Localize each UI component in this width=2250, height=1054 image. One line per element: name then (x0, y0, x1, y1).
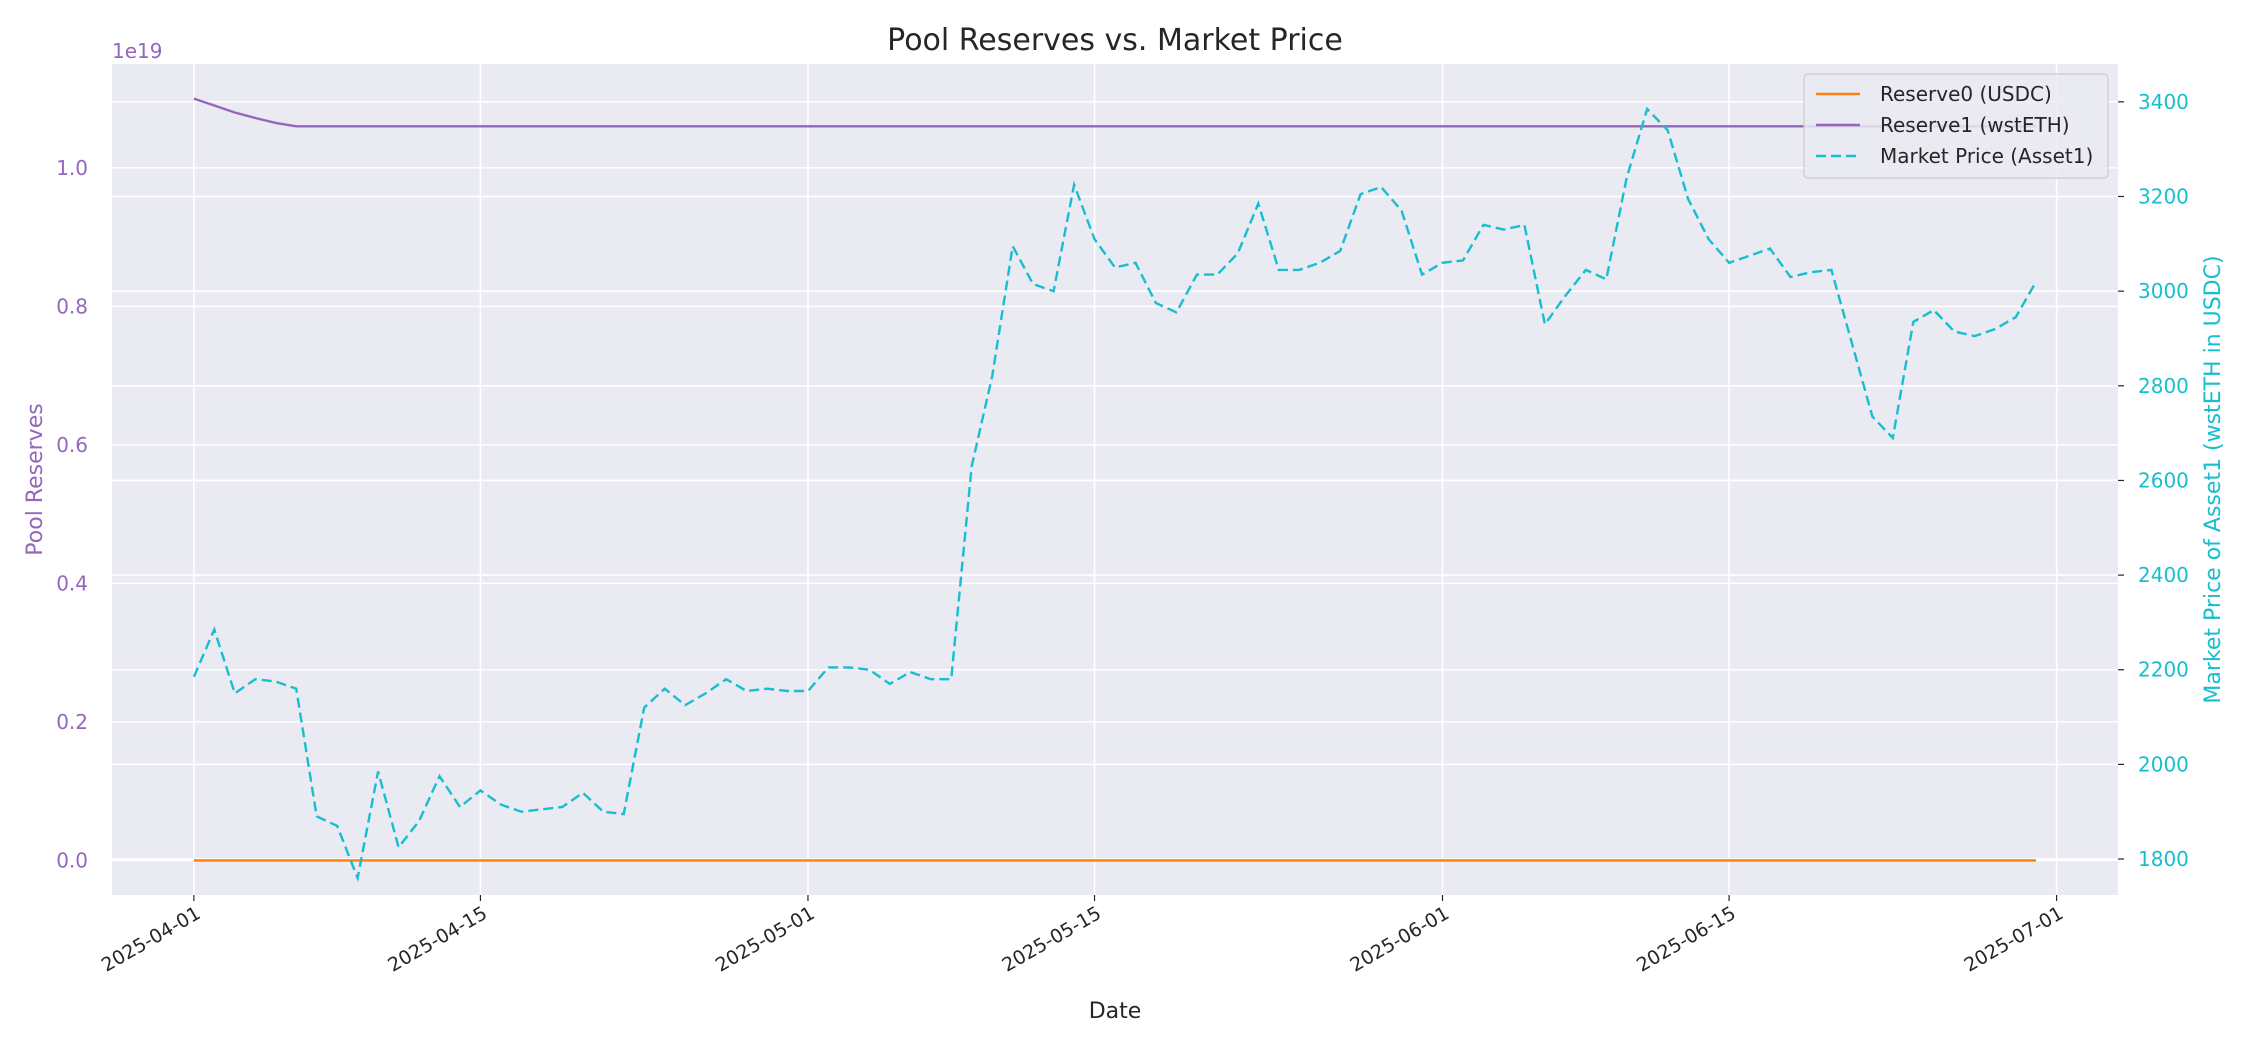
right-y-tick-label: 2800 (2138, 374, 2189, 398)
right-y-tick-label: 2400 (2138, 563, 2189, 587)
right-y-axis-ticks: 1800 2000 2200 2400 2600 2800 3000 3200 3400 (2118, 90, 2189, 871)
legend-frame (1803, 73, 2109, 179)
right-y-tick-label: 3400 (2138, 90, 2189, 114)
right-y-tick-label: 2000 (2138, 752, 2189, 776)
left-y-tick-label: 0.2 (56, 710, 88, 734)
right-y-tick-label: 1800 (2138, 847, 2189, 871)
legend-label: Reserve1 (wstETH) (1880, 113, 2070, 137)
chart-title: Pool Reserves vs. Market Price (887, 23, 1343, 58)
x-tick-label: 2025-04-15 (384, 902, 491, 976)
left-y-tick-label: 1.0 (56, 156, 88, 180)
series-line-3 (192, 106, 2038, 883)
series-line-2 (193, 97, 2037, 128)
series-lines (192, 97, 2038, 883)
x-axis-label: Date (1089, 999, 1142, 1024)
x-tick-label: 2025-05-15 (998, 902, 1105, 976)
x-tick-label: 2025-05-01 (712, 902, 819, 976)
right-y-axis-label: Market Price of Asset1 (wstETH in USDC) (2201, 255, 2226, 703)
left-y-axis-label: Pool Reserves (23, 403, 48, 555)
left-y-tick-label: 0.6 (56, 433, 88, 457)
x-axis-ticks: 2025-04-01 2025-04-15 2025-05-01 2025-05-15… (98, 895, 2067, 977)
right-y-tick-label: 2200 (2138, 658, 2189, 682)
right-y-tick-label: 3000 (2138, 279, 2189, 303)
x-tick-label: 2025-06-01 (1346, 902, 1453, 976)
left-axis-offset-text: 1e19 (112, 39, 162, 63)
right-y-tick-label: 3200 (2138, 185, 2189, 209)
plot-area (112, 64, 2118, 895)
left-y-axis-ticks: 0.0 0.2 0.4 0.6 0.8 1.0 (56, 156, 88, 873)
legend-label: Reserve0 (USDC) (1880, 82, 2052, 106)
legend: Reserve0 (USDC) Reserve1 (wstETH) Market P… (1803, 73, 2109, 179)
left-y-tick-label: 0.8 (56, 294, 88, 318)
right-y-tick-label: 2600 (2138, 468, 2189, 492)
x-tick-label: 2025-07-01 (1960, 902, 2067, 976)
x-tick-label: 2025-04-01 (98, 902, 205, 976)
legend-label: Market Price (Asset1) (1880, 144, 2093, 168)
grid-lines (112, 64, 2118, 895)
left-y-tick-label: 0.0 (56, 848, 88, 872)
left-y-tick-label: 0.4 (56, 571, 88, 595)
x-tick-label: 2025-06-15 (1633, 902, 1740, 976)
